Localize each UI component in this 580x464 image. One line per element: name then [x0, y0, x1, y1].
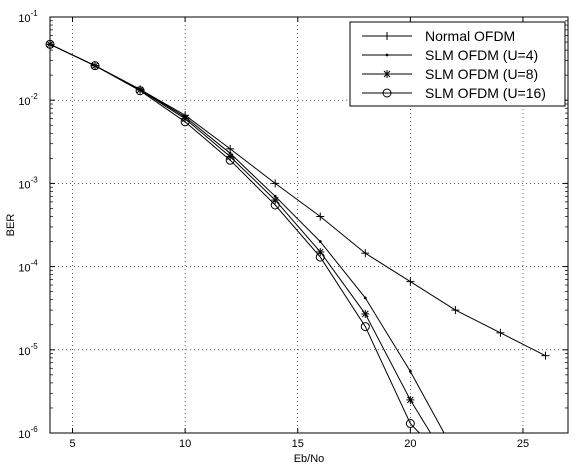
data-point [180, 117, 190, 127]
data-point [361, 310, 369, 318]
series-4 [45, 39, 420, 434]
legend-label: SLM OFDM (U=4) [425, 47, 538, 63]
legend: Normal OFDM SLM OFDM (U=4) SLM OFDM (U=8) S… [349, 21, 566, 107]
x-tick-label: 15 [292, 438, 304, 450]
x-tick-label: 20 [404, 438, 416, 450]
y-tick-label: 10-4 [18, 259, 38, 275]
series-layer [45, 39, 550, 434]
legend-entry: SLM OFDM (U=8) [362, 66, 538, 82]
legend-entry: SLM OFDM (U=16) [362, 85, 546, 101]
legend-label: SLM OFDM (U=16) [425, 85, 546, 101]
x-tick-label: 5 [69, 438, 75, 450]
x-axis-label: Eb/No [294, 453, 325, 464]
data-point [225, 155, 235, 165]
series-line [49, 43, 420, 434]
legend-entry: SLM OFDM (U=4) [362, 47, 538, 63]
data-point [408, 370, 412, 373]
data-point [270, 200, 280, 210]
x-tick-label: 25 [517, 438, 529, 450]
grid-lines [50, 17, 568, 433]
legend-label: Normal OFDM [425, 28, 515, 44]
plot-frame [49, 16, 569, 434]
data-point [405, 419, 415, 429]
y-tick-label: 10-3 [18, 175, 38, 191]
data-point [135, 86, 145, 96]
data-point [318, 240, 322, 243]
x-tick-label: 10 [179, 438, 191, 450]
legend-marker [383, 70, 391, 78]
data-point [406, 396, 414, 404]
data-point [136, 86, 144, 94]
y-tick-label: 10-5 [18, 342, 38, 358]
legend-marker [385, 53, 389, 57]
y-axis-label: BER [5, 214, 17, 237]
legend-label: SLM OFDM (U=8) [425, 66, 538, 82]
y-tick-label: 10-6 [18, 425, 38, 441]
y-tick-label: 10-1 [18, 9, 38, 25]
data-point [315, 252, 325, 262]
data-point [90, 61, 100, 71]
legend-marker [382, 88, 392, 98]
axis-ticks: 5 10 15 20 25 10-6 10-5 10-4 10-3 10-2 10-1 [18, 9, 568, 450]
data-point [363, 296, 367, 300]
data-point [271, 196, 279, 204]
legend-entry: Normal OFDM [362, 28, 515, 44]
y-tick-label: 10-2 [18, 92, 38, 108]
data-point [360, 322, 370, 332]
